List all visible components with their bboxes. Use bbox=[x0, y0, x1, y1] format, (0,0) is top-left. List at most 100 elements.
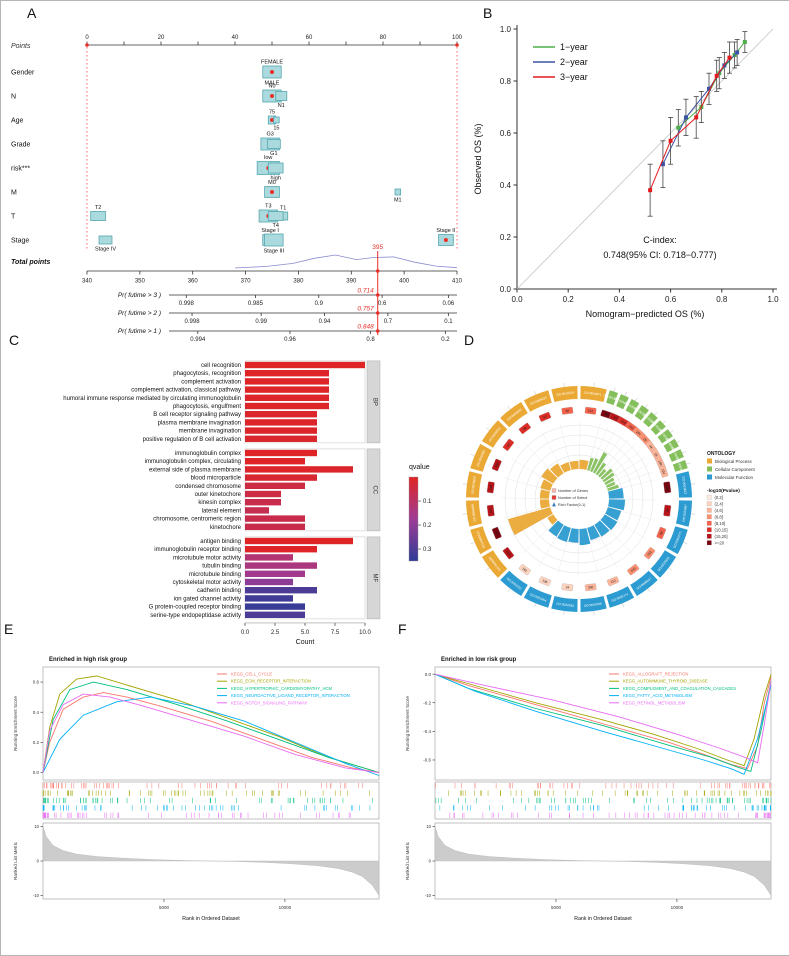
svg-text:KEGG_CELL_CYCLE: KEGG_CELL_CYCLE bbox=[231, 672, 272, 677]
svg-text:KEGG_AUTOIMMUNE_THYROID_DISEAS: KEGG_AUTOIMMUNE_THYROID_DISEASE bbox=[623, 679, 708, 684]
svg-text:KEGG_COMPLEMENT_AND_COAGULATIO: KEGG_COMPLEMENT_AND_COAGULATION_CASCADES bbox=[623, 686, 736, 691]
svg-text:310: 310 bbox=[620, 419, 627, 425]
svg-text:58: 58 bbox=[604, 412, 609, 417]
svg-text:B cell receptor signaling path: B cell receptor signaling pathway bbox=[153, 412, 241, 418]
svg-text:Ranked List Metric: Ranked List Metric bbox=[13, 841, 18, 880]
svg-text:Enriched in high risk group: Enriched in high risk group bbox=[49, 657, 127, 663]
svg-text:18: 18 bbox=[653, 452, 658, 457]
svg-text:0.2: 0.2 bbox=[441, 337, 450, 343]
svg-text:Total points: Total points bbox=[11, 259, 51, 266]
svg-text:88: 88 bbox=[659, 531, 664, 536]
svg-text:KEGG_ECM_RECEPTOR_INTERACTION: KEGG_ECM_RECEPTOR_INTERACTION bbox=[231, 679, 311, 684]
svg-text:(2,4]: (2,4] bbox=[715, 502, 723, 507]
svg-text:ion gated channel activity: ion gated channel activity bbox=[174, 596, 241, 602]
svg-text:humoral immune response mediat: humoral immune response mediated by circ… bbox=[63, 396, 241, 402]
svg-text:T3: T3 bbox=[265, 204, 271, 210]
svg-text:GO:0000775: GO:0000775 bbox=[671, 447, 682, 465]
svg-text:GO:0006958: GO:0006958 bbox=[470, 476, 476, 494]
svg-text:GO:0050871: GO:0050871 bbox=[584, 390, 602, 396]
svg-text:44: 44 bbox=[648, 444, 653, 449]
svg-text:Stage I: Stage I bbox=[261, 228, 279, 234]
svg-text:10: 10 bbox=[426, 824, 431, 829]
svg-text:antigen binding: antigen binding bbox=[200, 539, 241, 545]
svg-text:2−year: 2−year bbox=[560, 57, 588, 67]
svg-text:134: 134 bbox=[661, 468, 667, 475]
svg-text:cadherin binding: cadherin binding bbox=[197, 588, 241, 594]
svg-text:GO:0003774: GO:0003774 bbox=[611, 592, 629, 603]
svg-text:24: 24 bbox=[565, 585, 569, 589]
svg-text:136: 136 bbox=[542, 579, 549, 585]
svg-text:0.6: 0.6 bbox=[378, 301, 387, 307]
svg-text:240: 240 bbox=[630, 566, 637, 573]
svg-text:160: 160 bbox=[494, 462, 500, 469]
svg-text:blood microparticle: blood microparticle bbox=[191, 476, 242, 482]
svg-text:0.06: 0.06 bbox=[443, 301, 455, 307]
svg-text:GO:0003823: GO:0003823 bbox=[681, 476, 687, 494]
svg-text:T1: T1 bbox=[280, 206, 286, 212]
svg-text:60: 60 bbox=[306, 35, 313, 41]
svg-text:15: 15 bbox=[273, 126, 279, 132]
svg-text:membrane invagination: membrane invagination bbox=[179, 429, 241, 435]
svg-text:196: 196 bbox=[657, 460, 663, 467]
panel-b-calibration-chart: 0.00.0 0.2 0.2 0.4 0.4 0.6 0.6 0.8 0.8 1.0 1.0 Nomo… bbox=[473, 25, 779, 319]
svg-text:qvalue: qvalue bbox=[409, 464, 430, 471]
panel-c-go-barchart: BP cell recognition phagocytosis, recognit… bbox=[63, 360, 432, 646]
svg-text:0.2: 0.2 bbox=[423, 523, 432, 529]
svg-text:0.0: 0.0 bbox=[33, 770, 40, 775]
svg-text:N: N bbox=[11, 94, 16, 101]
svg-text:10000: 10000 bbox=[671, 905, 684, 910]
svg-text:GO:0006910: GO:0006910 bbox=[475, 530, 486, 548]
svg-text:1.0: 1.0 bbox=[767, 295, 779, 304]
svg-text:Biological Process: Biological Process bbox=[715, 459, 753, 464]
svg-text:external side of plasma membra: external side of plasma membrane bbox=[149, 467, 242, 473]
svg-text:(8,10]: (8,10] bbox=[715, 521, 726, 526]
svg-text:30: 30 bbox=[494, 530, 499, 535]
svg-text:G protein-coupled receptor bin: G protein-coupled receptor binding bbox=[149, 605, 241, 611]
svg-text:-10: -10 bbox=[33, 893, 40, 898]
svg-text:phagocytosis, engulfment: phagocytosis, engulfment bbox=[173, 404, 241, 410]
svg-text:0.99: 0.99 bbox=[255, 319, 267, 325]
svg-text:0.2: 0.2 bbox=[33, 740, 40, 745]
svg-text:0.994: 0.994 bbox=[190, 337, 206, 343]
svg-text:1.0: 1.0 bbox=[500, 25, 512, 34]
svg-text:Age: Age bbox=[11, 118, 24, 125]
svg-text:KEGG_NOTCH_SIGNALING_PATHWAY: KEGG_NOTCH_SIGNALING_PATHWAY bbox=[231, 700, 308, 705]
svg-text:T4: T4 bbox=[272, 223, 278, 229]
svg-text:N0: N0 bbox=[268, 84, 275, 90]
svg-text:34: 34 bbox=[665, 508, 669, 512]
svg-text:20: 20 bbox=[158, 35, 165, 41]
svg-text:1−year: 1−year bbox=[560, 42, 588, 52]
svg-text:immunoglobulin complex, circul: immunoglobulin complex, circulating bbox=[145, 459, 241, 465]
panel-f-label: F bbox=[398, 621, 407, 637]
svg-text:complement activation: complement activation bbox=[181, 379, 241, 385]
svg-text:3−year: 3−year bbox=[560, 72, 588, 82]
svg-text:microtubule binding: microtubule binding bbox=[189, 572, 241, 578]
svg-text:GO:0045296: GO:0045296 bbox=[584, 602, 602, 608]
svg-text:positive regulation of B cell: positive regulation of B cell activation bbox=[143, 437, 241, 443]
svg-text:0.1: 0.1 bbox=[444, 319, 453, 325]
svg-text:184: 184 bbox=[635, 430, 642, 437]
svg-text:0.94: 0.94 bbox=[319, 319, 331, 325]
svg-text:0.4: 0.4 bbox=[500, 181, 512, 190]
svg-text:Pr( futime > 2 ): Pr( futime > 2 ) bbox=[118, 310, 161, 317]
svg-text:7.5: 7.5 bbox=[331, 630, 340, 636]
svg-text:2.5: 2.5 bbox=[271, 630, 280, 636]
svg-text:0.4: 0.4 bbox=[614, 295, 626, 304]
svg-text:M0: M0 bbox=[268, 180, 276, 186]
svg-text:181: 181 bbox=[489, 507, 494, 513]
svg-text:Stage IV: Stage IV bbox=[95, 247, 116, 253]
svg-text:GO:0001664: GO:0001664 bbox=[529, 592, 547, 603]
svg-text:immunoglobulin complex: immunoglobulin complex bbox=[175, 451, 241, 457]
svg-text:KEGG_NEUROACTIVE_LIGAND_RECEPT: KEGG_NEUROACTIVE_LIGAND_RECEPTOR_INTERAC… bbox=[231, 693, 350, 698]
svg-text:Pr( futime > 3 ): Pr( futime > 3 ) bbox=[118, 292, 161, 299]
svg-text:CC: CC bbox=[372, 486, 378, 495]
svg-text:KEGG_HYPERTROPHIC_CARDIOMYOPAT: KEGG_HYPERTROPHIC_CARDIOMYOPATHY_HCM bbox=[231, 686, 332, 691]
svg-text:KEGG_FATTY_ACID_METABOLISM: KEGG_FATTY_ACID_METABOLISM bbox=[623, 693, 692, 698]
svg-text:Points: Points bbox=[11, 43, 31, 50]
svg-text:5000: 5000 bbox=[551, 905, 562, 910]
svg-text:C-index:: C-index: bbox=[643, 235, 677, 245]
svg-text:condensed chromosome: condensed chromosome bbox=[175, 484, 241, 490]
svg-text:40: 40 bbox=[232, 35, 239, 41]
panel-e-label: E bbox=[4, 621, 14, 637]
